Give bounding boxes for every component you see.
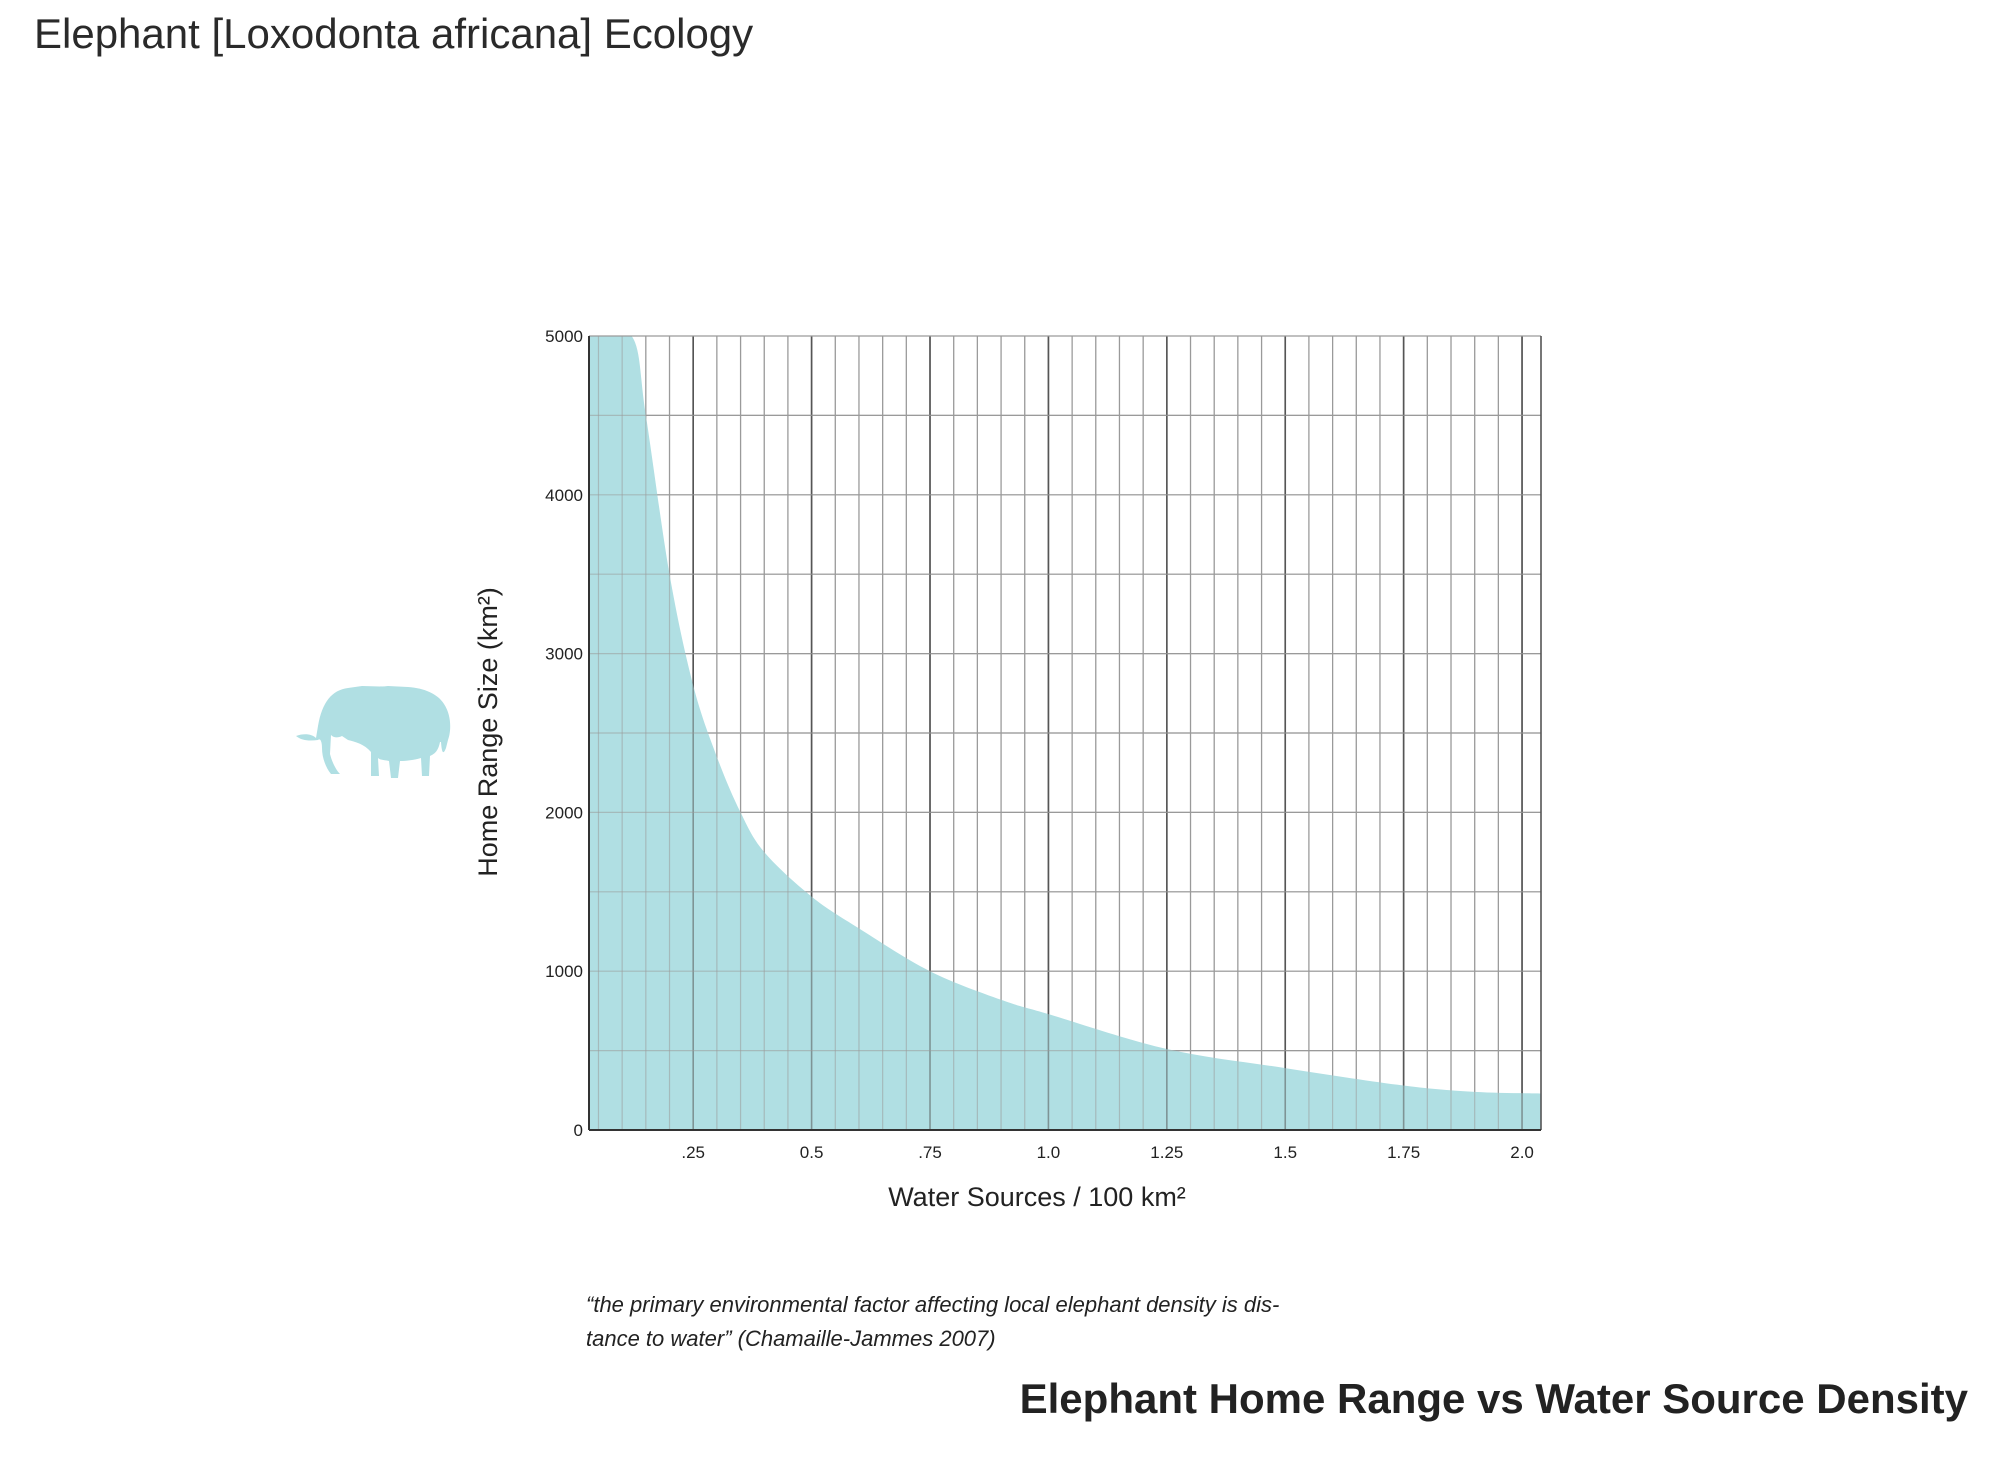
y-tick-label: 5000 xyxy=(545,327,583,346)
chart-grid-overlay xyxy=(588,335,1542,1131)
y-tick-label: 2000 xyxy=(545,803,583,822)
x-tick-label: 1.25 xyxy=(1150,1143,1183,1162)
elephant-silhouette-icon xyxy=(296,686,451,778)
x-tick-label: .75 xyxy=(918,1143,942,1162)
citation-quote: “the primary environmental factor affect… xyxy=(586,1288,1346,1356)
home-range-area xyxy=(589,336,1541,1130)
quote-line-2: tance to water” (Chamaille-Jammes 2007) xyxy=(586,1326,996,1351)
page-title: Elephant [Loxodonta africana] Ecology xyxy=(34,10,754,57)
y-tick-label: 3000 xyxy=(545,645,583,664)
x-tick-label: .25 xyxy=(681,1143,705,1162)
quote-line-1: “the primary environmental factor affect… xyxy=(586,1292,1280,1317)
y-tick-label: 4000 xyxy=(545,486,583,505)
x-tick-label: 1.5 xyxy=(1273,1143,1297,1162)
y-axis-ticks: 0 1000 2000 3000 4000 5000 xyxy=(545,327,583,1140)
y-tick-label: 1000 xyxy=(545,962,583,981)
y-tick-label: 0 xyxy=(574,1121,583,1140)
y-axis-label: Home Range Size (km²) xyxy=(473,587,503,877)
x-tick-label: 0.5 xyxy=(800,1143,824,1162)
x-tick-label: 1.75 xyxy=(1387,1143,1420,1162)
x-axis-label: Water Sources / 100 km² xyxy=(888,1182,1186,1212)
chart-title: Elephant Home Range vs Water Source Dens… xyxy=(1019,1375,1968,1422)
x-tick-label: 2.0 xyxy=(1510,1143,1534,1162)
x-axis-ticks: .25 0.5 .75 1.0 1.25 1.5 1.75 2.0 xyxy=(681,1143,1533,1162)
x-tick-label: 1.0 xyxy=(1037,1143,1061,1162)
